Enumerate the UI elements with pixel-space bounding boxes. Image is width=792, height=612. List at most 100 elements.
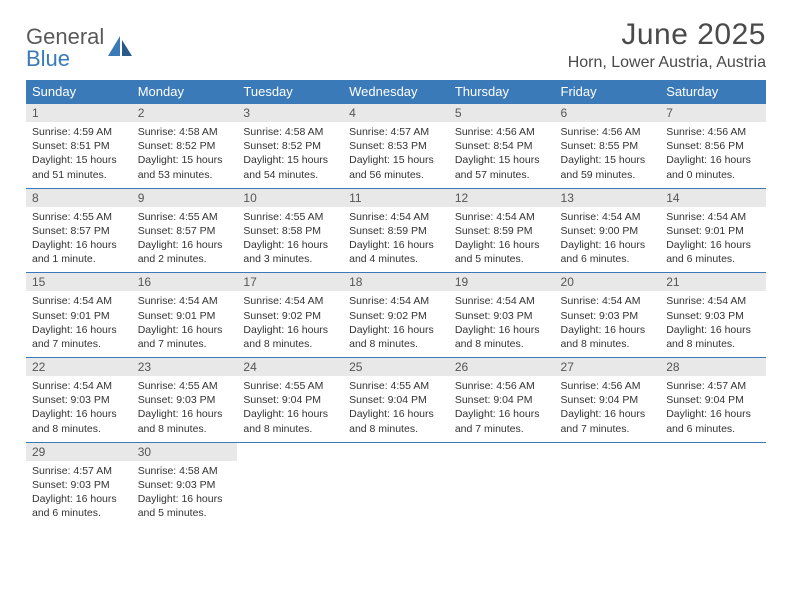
sunset-text: Sunset: 9:03 PM xyxy=(138,478,232,492)
sunset-text: Sunset: 9:00 PM xyxy=(561,224,655,238)
sunrise-text: Sunrise: 4:56 AM xyxy=(455,379,549,393)
page: General Blue June 2025 Horn, Lower Austr… xyxy=(0,0,792,526)
daylight-text: Daylight: 16 hours and 8 minutes. xyxy=(455,323,549,351)
sunset-text: Sunset: 9:01 PM xyxy=(138,309,232,323)
sunrise-text: Sunrise: 4:58 AM xyxy=(138,464,232,478)
sunset-text: Sunset: 8:55 PM xyxy=(561,139,655,153)
sunrise-text: Sunrise: 4:54 AM xyxy=(349,210,443,224)
day-content-cell xyxy=(660,461,766,527)
sunset-text: Sunset: 8:57 PM xyxy=(138,224,232,238)
daylight-text: Daylight: 16 hours and 6 minutes. xyxy=(666,407,760,435)
day-content-cell: Sunrise: 4:54 AMSunset: 8:59 PMDaylight:… xyxy=(343,207,449,273)
day-content-cell: Sunrise: 4:54 AMSunset: 9:02 PMDaylight:… xyxy=(343,291,449,357)
week-content-row: Sunrise: 4:59 AMSunset: 8:51 PMDaylight:… xyxy=(26,122,766,188)
day-number-cell: 5 xyxy=(449,104,555,123)
sunrise-text: Sunrise: 4:54 AM xyxy=(666,294,760,308)
week-content-row: Sunrise: 4:54 AMSunset: 9:01 PMDaylight:… xyxy=(26,291,766,357)
day-number-cell: 13 xyxy=(555,188,661,207)
day-content-cell: Sunrise: 4:56 AMSunset: 8:56 PMDaylight:… xyxy=(660,122,766,188)
sunrise-text: Sunrise: 4:56 AM xyxy=(561,379,655,393)
daylight-text: Daylight: 16 hours and 6 minutes. xyxy=(666,238,760,266)
sunset-text: Sunset: 9:04 PM xyxy=(349,393,443,407)
week-content-row: Sunrise: 4:57 AMSunset: 9:03 PMDaylight:… xyxy=(26,461,766,527)
sunset-text: Sunset: 8:54 PM xyxy=(455,139,549,153)
day-number-cell: 29 xyxy=(26,442,132,461)
daylight-text: Daylight: 16 hours and 3 minutes. xyxy=(243,238,337,266)
sunrise-text: Sunrise: 4:54 AM xyxy=(138,294,232,308)
day-number-cell: 17 xyxy=(237,273,343,292)
day-content-cell: Sunrise: 4:55 AMSunset: 8:57 PMDaylight:… xyxy=(132,207,238,273)
week-number-row: 2930 xyxy=(26,442,766,461)
sunset-text: Sunset: 9:04 PM xyxy=(455,393,549,407)
day-number-cell: 6 xyxy=(555,104,661,123)
day-content-cell: Sunrise: 4:56 AMSunset: 9:04 PMDaylight:… xyxy=(449,376,555,442)
sunrise-text: Sunrise: 4:57 AM xyxy=(349,125,443,139)
day-number-cell: 16 xyxy=(132,273,238,292)
day-content-cell: Sunrise: 4:55 AMSunset: 9:04 PMDaylight:… xyxy=(237,376,343,442)
day-content-cell: Sunrise: 4:55 AMSunset: 8:58 PMDaylight:… xyxy=(237,207,343,273)
sunrise-text: Sunrise: 4:55 AM xyxy=(138,379,232,393)
sunset-text: Sunset: 9:04 PM xyxy=(561,393,655,407)
daylight-text: Daylight: 16 hours and 0 minutes. xyxy=(666,153,760,181)
day-number-cell: 23 xyxy=(132,358,238,377)
daylight-text: Daylight: 16 hours and 8 minutes. xyxy=(349,407,443,435)
day-number-cell: 1 xyxy=(26,104,132,123)
day-number-cell: 14 xyxy=(660,188,766,207)
day-number-cell: 19 xyxy=(449,273,555,292)
sunrise-text: Sunrise: 4:54 AM xyxy=(455,294,549,308)
day-number-cell: 18 xyxy=(343,273,449,292)
sunset-text: Sunset: 8:51 PM xyxy=(32,139,126,153)
week-number-row: 891011121314 xyxy=(26,188,766,207)
day-content-cell xyxy=(449,461,555,527)
dow-sunday: Sunday xyxy=(26,80,132,104)
week-number-row: 1234567 xyxy=(26,104,766,123)
daylight-text: Daylight: 16 hours and 5 minutes. xyxy=(138,492,232,520)
sunrise-text: Sunrise: 4:54 AM xyxy=(32,294,126,308)
day-content-cell: Sunrise: 4:54 AMSunset: 9:03 PMDaylight:… xyxy=(660,291,766,357)
sunrise-text: Sunrise: 4:59 AM xyxy=(32,125,126,139)
calendar-table: Sunday Monday Tuesday Wednesday Thursday… xyxy=(26,80,766,526)
week-number-row: 22232425262728 xyxy=(26,358,766,377)
day-content-cell: Sunrise: 4:54 AMSunset: 9:01 PMDaylight:… xyxy=(660,207,766,273)
daylight-text: Daylight: 16 hours and 8 minutes. xyxy=(666,323,760,351)
sunrise-text: Sunrise: 4:55 AM xyxy=(243,379,337,393)
sunrise-text: Sunrise: 4:55 AM xyxy=(243,210,337,224)
daylight-text: Daylight: 16 hours and 6 minutes. xyxy=(32,492,126,520)
sunset-text: Sunset: 8:59 PM xyxy=(455,224,549,238)
day-content-cell: Sunrise: 4:54 AMSunset: 9:03 PMDaylight:… xyxy=(449,291,555,357)
day-number-cell: 3 xyxy=(237,104,343,123)
sunrise-text: Sunrise: 4:57 AM xyxy=(32,464,126,478)
calendar-body: 1234567Sunrise: 4:59 AMSunset: 8:51 PMDa… xyxy=(26,104,766,527)
sunset-text: Sunset: 9:01 PM xyxy=(666,224,760,238)
day-content-cell: Sunrise: 4:58 AMSunset: 9:03 PMDaylight:… xyxy=(132,461,238,527)
sunrise-text: Sunrise: 4:56 AM xyxy=(561,125,655,139)
daylight-text: Daylight: 15 hours and 51 minutes. xyxy=(32,153,126,181)
daylight-text: Daylight: 16 hours and 4 minutes. xyxy=(349,238,443,266)
day-number-cell: 26 xyxy=(449,358,555,377)
daylight-text: Daylight: 16 hours and 7 minutes. xyxy=(561,407,655,435)
dow-tuesday: Tuesday xyxy=(237,80,343,104)
sunrise-text: Sunrise: 4:56 AM xyxy=(666,125,760,139)
day-number-cell xyxy=(449,442,555,461)
logo: General Blue xyxy=(26,26,134,70)
sunrise-text: Sunrise: 4:54 AM xyxy=(561,294,655,308)
sunrise-text: Sunrise: 4:57 AM xyxy=(666,379,760,393)
dow-friday: Friday xyxy=(555,80,661,104)
day-number-cell: 30 xyxy=(132,442,238,461)
day-content-cell: Sunrise: 4:54 AMSunset: 9:00 PMDaylight:… xyxy=(555,207,661,273)
daylight-text: Daylight: 15 hours and 57 minutes. xyxy=(455,153,549,181)
daylight-text: Daylight: 15 hours and 54 minutes. xyxy=(243,153,337,181)
sunrise-text: Sunrise: 4:54 AM xyxy=(666,210,760,224)
sunset-text: Sunset: 9:03 PM xyxy=(455,309,549,323)
sunrise-text: Sunrise: 4:54 AM xyxy=(32,379,126,393)
day-number-cell: 24 xyxy=(237,358,343,377)
daylight-text: Daylight: 16 hours and 7 minutes. xyxy=(32,323,126,351)
sunset-text: Sunset: 8:58 PM xyxy=(243,224,337,238)
day-content-cell: Sunrise: 4:54 AMSunset: 8:59 PMDaylight:… xyxy=(449,207,555,273)
daylight-text: Daylight: 16 hours and 8 minutes. xyxy=(243,407,337,435)
dow-saturday: Saturday xyxy=(660,80,766,104)
day-number-cell: 4 xyxy=(343,104,449,123)
day-content-cell: Sunrise: 4:56 AMSunset: 9:04 PMDaylight:… xyxy=(555,376,661,442)
sunset-text: Sunset: 9:01 PM xyxy=(32,309,126,323)
sunrise-text: Sunrise: 4:55 AM xyxy=(349,379,443,393)
